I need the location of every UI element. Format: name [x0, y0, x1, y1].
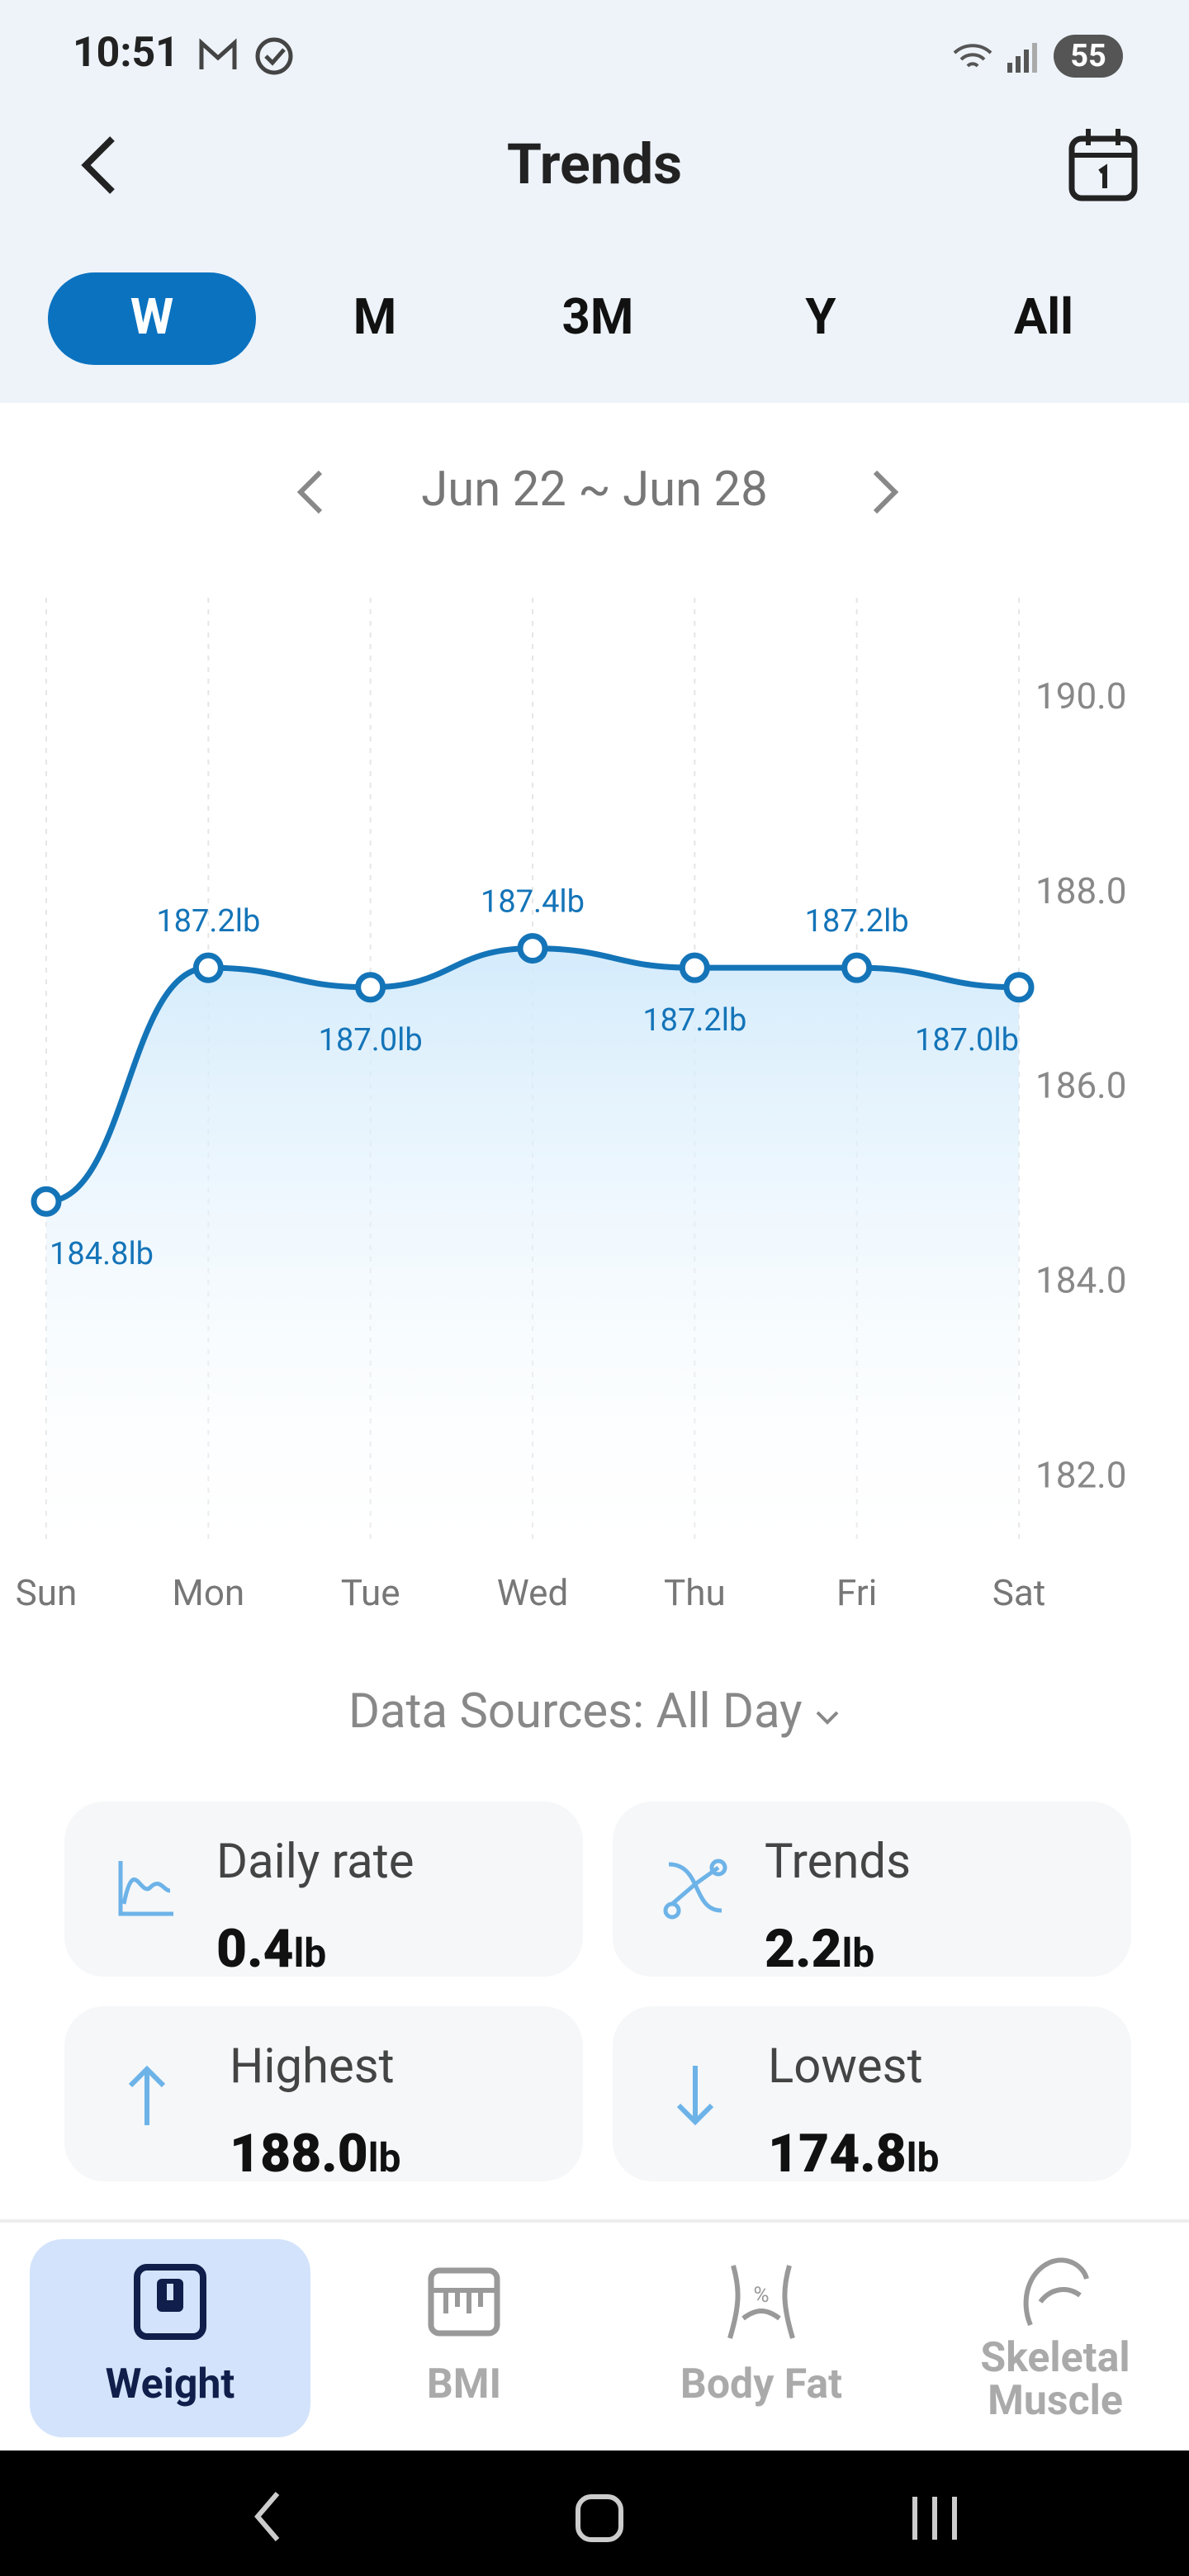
page-title: Trends	[506, 132, 683, 198]
x-tick-label: Sun	[16, 1571, 78, 1614]
nav-icon: %	[727, 2265, 795, 2339]
status-time: 10:51	[73, 30, 179, 78]
point	[31, 1186, 62, 1217]
value-label: 187.4lb	[481, 884, 585, 921]
nav-label: Skeletal Muscle	[980, 2335, 1130, 2426]
value-label: 187.2lb	[642, 1002, 746, 1039]
stat-icon	[676, 2066, 714, 2126]
stat-unit: lb	[906, 2135, 940, 2181]
value-label: 187.0lb	[915, 1022, 1019, 1058]
nav-skeletal-muscle[interactable]: Skeletal Muscle	[915, 2239, 1189, 2437]
x-tick-label: Tue	[341, 1571, 400, 1614]
tab[interactable]: 3M	[561, 289, 634, 347]
tab[interactable]: M	[353, 289, 397, 347]
system-buttons	[254, 2492, 957, 2542]
stat-icon	[118, 1861, 173, 1916]
y-tick-label: 190.0	[1035, 675, 1127, 717]
stat-number: 0.4	[216, 1917, 294, 1980]
nav-icon	[428, 2267, 500, 2337]
nav-bmi[interactable]: BMI	[324, 2239, 604, 2437]
stat-icon	[128, 2065, 166, 2125]
nav-weight[interactable]: Weight	[30, 2239, 310, 2437]
point	[1003, 972, 1035, 1003]
nav-label: Weight	[105, 2361, 235, 2409]
nav-body-fat[interactable]: % Body Fat	[621, 2239, 902, 2437]
x-tick-label: Fri	[836, 1571, 877, 1614]
svg-text:%: %	[753, 2283, 769, 2308]
prev-week[interactable]	[294, 469, 327, 515]
stat-value: 188.0lb	[230, 2122, 400, 2185]
value-label: 187.2lb	[156, 903, 260, 940]
point	[517, 933, 548, 964]
stat-icon	[663, 1859, 727, 1920]
x-tick-label: Thu	[664, 1571, 726, 1614]
stat-number: 2.2	[765, 1917, 842, 1980]
nav-icon	[134, 2264, 206, 2340]
calendar-button[interactable]	[1067, 125, 1139, 205]
tab[interactable]: Y	[805, 289, 836, 347]
nav-icon	[1023, 2257, 1089, 2327]
nav-label: BMI	[426, 2361, 502, 2409]
point	[355, 972, 386, 1003]
system-nav	[0, 2451, 1189, 2576]
value-label: 184.8lb	[50, 1236, 154, 1272]
dropdown-icon	[816, 1711, 839, 1725]
point	[192, 952, 224, 983]
y-tick-label: 188.0	[1035, 869, 1127, 912]
back-button[interactable]	[73, 132, 129, 198]
stat-number: 188.0	[230, 2122, 368, 2185]
stat-value: 174.8lb	[768, 2122, 939, 2185]
tab[interactable]: All	[1013, 289, 1074, 347]
x-tick-label: Wed	[497, 1571, 569, 1614]
tab[interactable]: W	[48, 272, 256, 365]
stat-unit: lb	[293, 1930, 327, 1977]
point	[841, 952, 873, 983]
data-sources-label: Data Sources: All Day	[348, 1684, 803, 1740]
status-icons	[199, 37, 293, 75]
data-sources[interactable]: Data Sources: All Day	[0, 1684, 1189, 1740]
next-week[interactable]	[869, 469, 902, 515]
stat-value: 2.2lb	[765, 1917, 874, 1980]
battery: 55	[1054, 35, 1123, 78]
stat-number: 174.8	[768, 2122, 907, 2185]
stat-card: Daily rate 0.4lb	[64, 1802, 583, 1980]
stat-card: Highest 188.0lb	[64, 2006, 583, 2185]
y-tick-label: 184.0	[1035, 1259, 1127, 1302]
stat-card: Trends 2.2lb	[613, 1802, 1131, 1980]
stat-label: Daily rate	[216, 1835, 414, 1891]
area	[46, 948, 1019, 1542]
stat-unit: lb	[367, 2135, 401, 2181]
date-range: Jun 22 ~ Jun 28	[421, 462, 768, 519]
x-tick-label: Mon	[172, 1571, 244, 1614]
value-label: 187.0lb	[319, 1022, 423, 1058]
stat-label: Lowest	[768, 2039, 923, 2095]
stat-label: Highest	[230, 2039, 395, 2095]
bottom-nav: Weight BMI % Body Fat Skeletal Muscle	[0, 2219, 1189, 2454]
nav-label: Body Fat	[680, 2361, 843, 2409]
y-tick-label: 186.0	[1035, 1064, 1127, 1107]
stat-card: Lowest 174.8lb	[613, 2006, 1131, 2185]
point	[679, 952, 710, 983]
stat-label: Trends	[765, 1835, 912, 1891]
stat-value: 0.4lb	[216, 1917, 326, 1980]
x-tick-label: Sat	[992, 1571, 1045, 1614]
signal-icons	[953, 43, 1037, 73]
stat-unit: lb	[841, 1930, 875, 1977]
value-label: 187.2lb	[805, 903, 909, 940]
chart: Sun Mon Tue Wed Thu Fri Sat 182.0 184.0 186.0 188.…	[16, 598, 1127, 1614]
y-tick-label: 182.0	[1035, 1453, 1127, 1496]
